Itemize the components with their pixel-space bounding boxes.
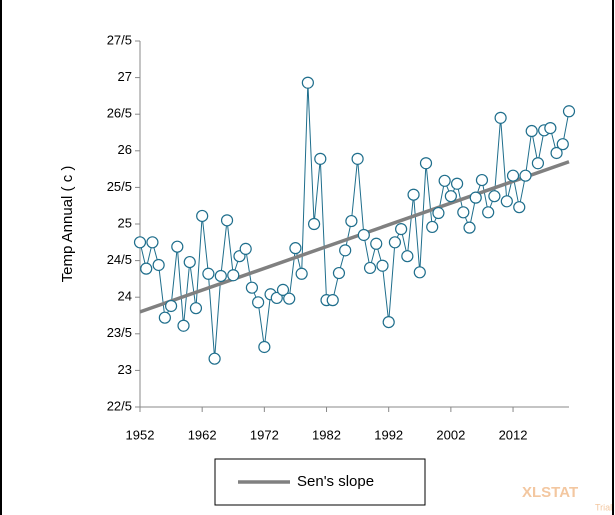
marker	[339, 244, 352, 257]
marker	[419, 157, 433, 170]
marker	[270, 291, 283, 305]
y-tick-label: 23	[118, 362, 132, 377]
marker	[556, 138, 569, 151]
marker	[208, 352, 221, 365]
marker	[401, 250, 414, 263]
x-tick-label: 1972	[250, 427, 279, 442]
marker	[426, 220, 439, 234]
marker	[457, 206, 470, 219]
marker	[370, 237, 383, 250]
marker	[432, 206, 445, 220]
marker	[500, 195, 513, 208]
x-tick-label: 1962	[188, 427, 217, 442]
marker	[177, 319, 190, 332]
marker	[252, 296, 265, 309]
marker	[544, 122, 557, 135]
y-tick-label: 25	[118, 215, 132, 230]
series-line	[139, 82, 570, 359]
marker	[171, 240, 184, 253]
watermark: XLSTAT	[522, 484, 578, 501]
marker	[488, 190, 501, 203]
marker	[326, 294, 339, 307]
marker	[482, 206, 495, 219]
trend-line	[139, 160, 570, 314]
marker	[438, 174, 451, 187]
marker	[562, 105, 576, 118]
marker	[525, 124, 538, 138]
marker	[413, 266, 426, 279]
y-tick-label: 24	[118, 289, 132, 304]
marker	[388, 236, 402, 249]
y-tick-label: 22/5	[107, 398, 132, 413]
y-tick-label: 26	[118, 142, 132, 157]
marker	[395, 223, 408, 236]
marker	[351, 152, 364, 165]
marker	[239, 242, 252, 255]
marker	[183, 255, 196, 269]
marker	[376, 259, 389, 272]
marker	[506, 169, 520, 182]
y-tick-label: 24/5	[107, 252, 132, 267]
y-tick-label: 26/5	[107, 106, 132, 121]
y-tick-label: 25/5	[107, 179, 132, 194]
marker	[314, 152, 327, 165]
marker	[283, 292, 296, 305]
marker	[133, 236, 147, 249]
marker	[469, 191, 482, 204]
marker	[189, 302, 203, 315]
marker	[307, 217, 321, 231]
marker	[196, 209, 209, 223]
marker	[214, 269, 227, 283]
marker	[245, 281, 259, 294]
marker	[407, 188, 420, 201]
marker	[202, 267, 215, 280]
marker	[140, 262, 153, 275]
marker	[444, 190, 457, 203]
x-tick-label: 2002	[436, 427, 465, 442]
marker	[146, 236, 159, 249]
marker	[494, 111, 507, 124]
marker	[258, 340, 271, 354]
x-tick-label: 1952	[126, 427, 155, 442]
watermark-sub: Trial	[595, 502, 612, 512]
marker	[295, 267, 308, 280]
legend-label: Sen's slope	[297, 473, 374, 490]
x-tick-label: 1992	[374, 427, 403, 442]
marker	[550, 146, 563, 160]
marker	[363, 261, 377, 275]
x-tick-label: 1982	[312, 427, 341, 442]
y-tick-label: 27/5	[107, 32, 132, 47]
marker	[463, 221, 476, 234]
marker	[332, 266, 346, 280]
marker	[475, 173, 489, 187]
marker	[276, 283, 290, 296]
x-tick-label: 2012	[499, 427, 528, 442]
y-tick-label: 23/5	[107, 325, 132, 340]
marker	[158, 311, 171, 324]
y-tick-label: 27	[118, 69, 132, 84]
marker	[519, 169, 532, 182]
marker	[450, 177, 464, 190]
y-axis-label: Temp Annual ( c )	[59, 166, 76, 283]
marker	[513, 201, 526, 214]
marker	[227, 269, 240, 282]
marker	[289, 242, 302, 255]
marker	[357, 228, 370, 242]
marker	[164, 299, 178, 313]
marker	[220, 214, 234, 227]
marker	[152, 258, 165, 272]
marker	[301, 76, 314, 89]
marker	[531, 157, 545, 170]
marker	[382, 315, 395, 329]
marker	[345, 214, 358, 228]
